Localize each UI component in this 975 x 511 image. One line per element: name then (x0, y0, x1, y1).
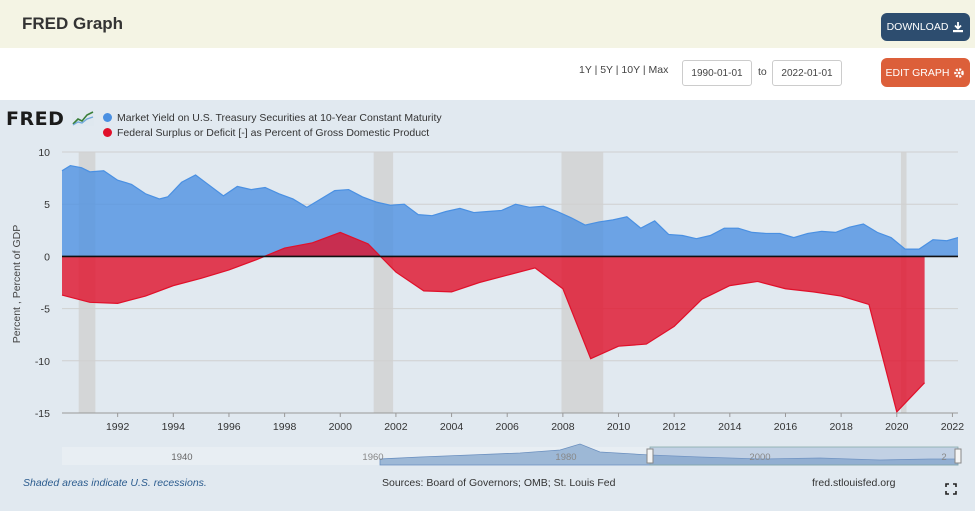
end-date-input[interactable]: 2022-01-01 (772, 60, 842, 86)
fred-logo: FRED (6, 108, 94, 130)
legend-item-treasury: Market Yield on U.S. Treasury Securities… (103, 110, 442, 125)
legend-dot-treasury (103, 113, 112, 122)
range-links[interactable]: 1Y | 5Y | 10Y | Max (579, 64, 669, 76)
chart-legend: Market Yield on U.S. Treasury Securities… (103, 110, 442, 140)
edit-graph-button[interactable]: EDIT GRAPH (881, 58, 970, 87)
header-bar: FRED Graph DOWNLOAD (0, 0, 975, 48)
download-button-label: DOWNLOAD (886, 21, 949, 33)
date-range-controls: 1Y | 5Y | 10Y | Max 1990-01-01 to 2022-0… (0, 48, 975, 100)
legend-dot-surplus (103, 128, 112, 137)
logo-trend-icon (71, 110, 94, 126)
recession-note: Shaded areas indicate U.S. recessions. (23, 477, 207, 489)
sources-text: Sources: Board of Governors; OMB; St. Lo… (382, 477, 616, 489)
start-date-input[interactable]: 1990-01-01 (682, 60, 752, 86)
gear-icon (954, 67, 965, 78)
legend-label-treasury: Market Yield on U.S. Treasury Securities… (117, 111, 442, 124)
to-label: to (758, 66, 767, 78)
legend-label-surplus: Federal Surplus or Deficit [-] as Percen… (117, 126, 430, 139)
fred-logo-text: FRED (6, 108, 65, 130)
edit-graph-label: EDIT GRAPH (885, 66, 950, 79)
download-button[interactable]: DOWNLOAD (881, 13, 970, 41)
legend-item-surplus: Federal Surplus or Deficit [-] as Percen… (103, 125, 442, 140)
chart-area (0, 100, 975, 511)
page-title: FRED Graph (22, 14, 124, 33)
download-icon (953, 22, 964, 33)
site-link[interactable]: fred.stlouisfed.org (812, 477, 896, 489)
expand-icon[interactable] (945, 483, 957, 495)
